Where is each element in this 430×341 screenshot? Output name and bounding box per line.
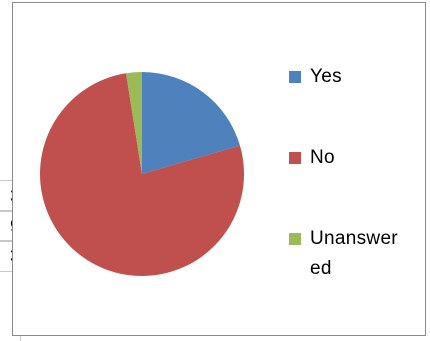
legend-swatch-no — [289, 152, 301, 164]
legend-label-unanswered: Unanswer ed — [310, 228, 398, 279]
legend-label-no: No — [310, 147, 335, 168]
pie-slice-yes — [142, 72, 240, 174]
legend-swatch-unanswered — [289, 233, 301, 245]
pie-slice-unanswered — [126, 72, 142, 174]
legend-swatch-yes — [289, 71, 301, 83]
legend-label-yes: Yes — [310, 66, 342, 87]
pie-slice-no — [40, 73, 245, 277]
